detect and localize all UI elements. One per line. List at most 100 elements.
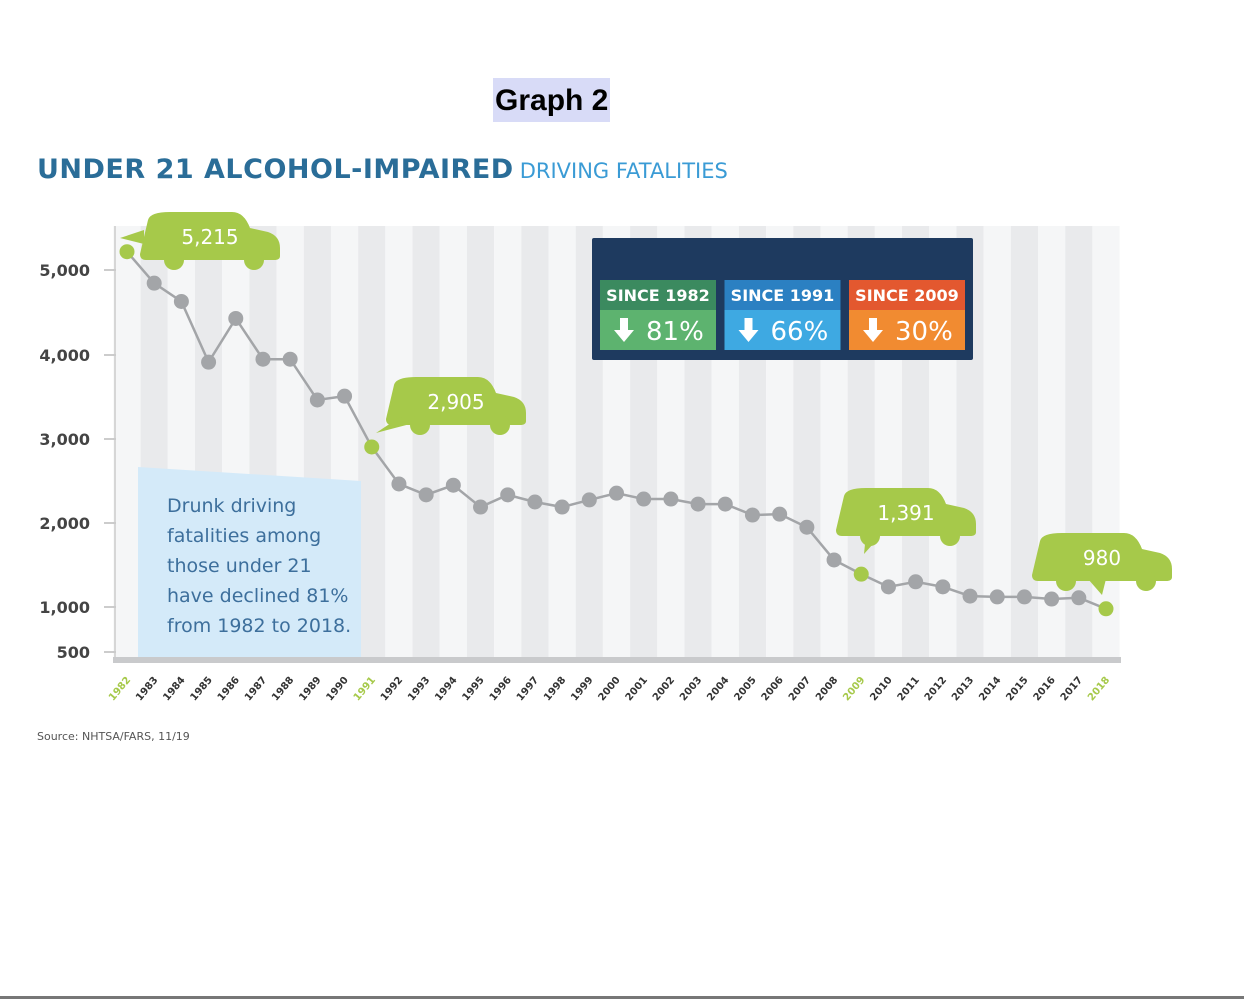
- x-tick-label: 1992: [379, 675, 405, 703]
- x-tick-label: 1985: [189, 675, 215, 703]
- y-tick-label: 5,000: [39, 261, 90, 280]
- stat-card: SINCE 1991 66%: [724, 280, 841, 350]
- callout-car: 980: [1032, 533, 1172, 595]
- car-wheel: [1136, 571, 1156, 591]
- x-tick-label: 1987: [243, 675, 269, 703]
- callout-pointer: [376, 417, 414, 433]
- data-point: [500, 487, 516, 503]
- stat-header-bg: [724, 280, 841, 310]
- x-tick-label: 1996: [488, 675, 514, 703]
- x-tick-label: 1990: [325, 675, 351, 703]
- source-note: Source: NHTSA/FARS, 11/19: [37, 730, 190, 743]
- x-tick-label: 2017: [1059, 675, 1085, 703]
- data-point: [337, 388, 353, 404]
- x-tick-label: 1997: [515, 675, 541, 703]
- callout-pointer: [1088, 579, 1106, 595]
- x-tick-label: 2003: [678, 675, 704, 703]
- callout-car: 1,391: [836, 488, 976, 554]
- data-point: [1016, 589, 1032, 605]
- grid-band: [521, 226, 549, 658]
- data-point: [690, 496, 706, 512]
- callout-label: 1,391: [877, 501, 934, 525]
- highlight-point: [364, 439, 380, 455]
- callout-label: 2,905: [427, 390, 484, 414]
- grid-band: [113, 226, 141, 658]
- grid-band: [1092, 226, 1120, 658]
- data-point: [663, 491, 679, 507]
- chart-subtitle: DRIVING FATALITIES: [519, 159, 728, 183]
- x-tick-label: 1984: [161, 675, 187, 703]
- x-tick-label: 2014: [977, 675, 1003, 703]
- x-tick-label: 2015: [1004, 675, 1030, 703]
- stat-card: SINCE 1982 81%: [600, 280, 716, 350]
- note-line: from 1982 to 2018.: [167, 615, 351, 637]
- highlight-point: [1098, 601, 1114, 617]
- grid-band: [548, 226, 576, 658]
- data-point: [581, 492, 597, 508]
- stat-value: 81%: [646, 317, 704, 347]
- data-point: [418, 487, 434, 503]
- x-tick-label: 2001: [624, 675, 650, 703]
- note-line: fatalities among: [167, 525, 321, 547]
- x-tick-label: 1982: [107, 675, 133, 703]
- x-tick-label: 2004: [705, 675, 731, 703]
- grid-band: [494, 226, 522, 658]
- x-tick-label: 1993: [406, 675, 432, 703]
- data-point: [1071, 590, 1087, 606]
- stat-header-bg: [600, 280, 716, 310]
- x-tick-label: 1989: [297, 675, 323, 703]
- note-box: Drunk driving fatalities among those under…: [138, 467, 361, 657]
- callout-label: 5,215: [181, 225, 238, 249]
- highlight-point: [119, 244, 135, 260]
- data-point: [962, 588, 978, 604]
- bottom-divider: [0, 996, 1244, 999]
- data-point: [826, 552, 842, 568]
- stat-header: SINCE 1982: [606, 286, 710, 305]
- x-tick-label: 1999: [569, 675, 595, 703]
- y-tick-label: 500: [57, 643, 90, 662]
- y-tick-label: 4,000: [39, 346, 90, 365]
- callout-pointer: [120, 230, 144, 244]
- car-body: [836, 488, 976, 536]
- chart-title: UNDER 21 ALCOHOL-IMPAIRED DRIVING FATALIT…: [37, 154, 728, 185]
- data-point: [554, 499, 570, 515]
- stat-card: SINCE 2009 30%: [849, 280, 965, 350]
- x-axis-bar: [113, 657, 1121, 663]
- data-point: [609, 485, 624, 501]
- x-tick-label: 2011: [896, 675, 922, 703]
- car-wheel: [490, 415, 510, 435]
- data-point: [309, 392, 325, 408]
- y-tick-label: 3,000: [39, 430, 90, 449]
- y-tick-label: 2,000: [39, 514, 90, 533]
- stat-header: SINCE 2009: [855, 286, 959, 305]
- x-tick-label: 2009: [841, 675, 867, 703]
- data-point: [908, 574, 924, 590]
- data-point: [935, 579, 951, 595]
- arrow-down-icon: [614, 318, 634, 342]
- data-point: [799, 519, 815, 535]
- x-tick-label: 2002: [651, 675, 677, 703]
- data-point: [717, 496, 733, 512]
- x-tick-label: 1995: [461, 675, 487, 703]
- arrow-down-icon: [738, 318, 759, 342]
- callout-car: 2,905: [376, 377, 526, 435]
- grid-band: [385, 226, 413, 658]
- note-line: have declined 81%: [167, 585, 348, 607]
- data-point: [744, 507, 760, 523]
- stat-header-bg: [849, 280, 965, 310]
- data-point: [473, 499, 489, 515]
- x-tick-label: 2010: [868, 675, 894, 703]
- car-wheel: [164, 250, 184, 270]
- data-point: [880, 579, 896, 595]
- car-wheel: [940, 526, 960, 546]
- x-tick-label: 2013: [950, 675, 976, 703]
- x-tick-label: 1991: [352, 675, 378, 703]
- data-point: [173, 293, 189, 309]
- grid-band: [412, 226, 440, 658]
- x-tick-label: 1994: [433, 675, 459, 703]
- data-point: [282, 351, 298, 367]
- callout-pointer: [864, 534, 882, 554]
- chart-title-main: UNDER 21 ALCOHOL-IMPAIRED: [37, 154, 514, 185]
- data-point: [1044, 591, 1060, 607]
